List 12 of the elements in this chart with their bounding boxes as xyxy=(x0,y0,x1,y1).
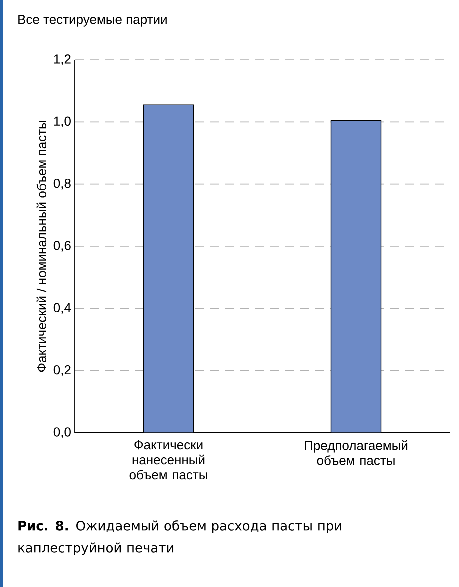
y-tick-label: 0,0 xyxy=(54,428,71,438)
y-tick-label: 1,0 xyxy=(54,116,71,128)
y-tick-label: 1,2 xyxy=(54,54,71,66)
chart-title: Все тестируемые партии xyxy=(18,15,167,27)
y-axis-title: Фактический / номинальный объем пасты xyxy=(36,121,47,372)
x-tick-label: Фактически нанесенный объем пасты xyxy=(130,440,208,480)
text: Рис. 8. Ожидаемый объем расхода пасты при каплеструйной печати xyxy=(18,520,342,556)
y-tick-label: 0,4 xyxy=(54,303,72,314)
y-tick-label: 0,6 xyxy=(54,241,71,252)
y-tick-label: 0,2 xyxy=(54,365,71,376)
y-tick-label: 0,8 xyxy=(54,178,71,190)
x-tick-label: Предполагаемый объем пасты xyxy=(305,440,408,466)
